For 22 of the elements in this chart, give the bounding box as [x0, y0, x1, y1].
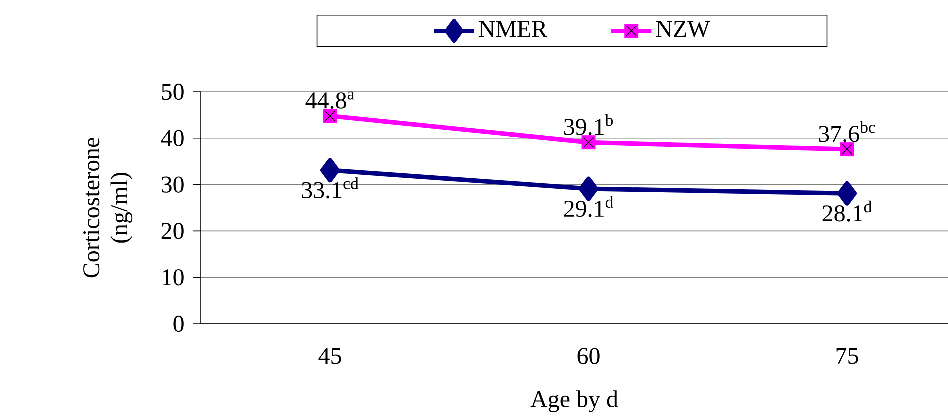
y-axis-title: Corticosterone (ng/ml) [84, 138, 133, 278]
annotation: 37.6$^{bc}$ [819, 121, 876, 142]
x-tick-label: 60 [578, 348, 600, 364]
y-tick-label: 30 [162, 176, 184, 193]
annotation: 28.1$^{d}$ [822, 200, 872, 222]
x-tick-label: 75 [836, 348, 858, 364]
point [320, 158, 340, 183]
point [579, 176, 599, 202]
y-tick-label: 50 [162, 84, 184, 100]
y-tick-label: 20 [162, 223, 184, 240]
annotation: 33.1$^{cd}$ [302, 178, 359, 199]
y-tick-label: 10 [162, 269, 184, 286]
point [838, 181, 858, 206]
x-axis-title: Age by d [530, 390, 618, 412]
annotation: 39.1$^{b}$ [564, 114, 614, 136]
y-tick-label: 0 [174, 316, 184, 332]
x-tick-label: 45 [318, 348, 342, 364]
annotation: 44.8$^{a}$ [306, 92, 354, 109]
y-tick-label: 40 [161, 130, 184, 146]
annotation: 29.1$^{d}$ [564, 196, 614, 218]
legend-label: NZW [656, 21, 710, 38]
legend-label: NMER [478, 21, 548, 38]
